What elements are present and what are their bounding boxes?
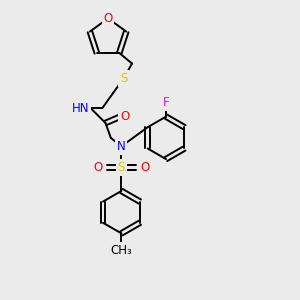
- Text: O: O: [120, 110, 129, 123]
- Text: N: N: [117, 140, 126, 153]
- Text: O: O: [103, 12, 113, 25]
- Text: O: O: [93, 161, 102, 174]
- Text: O: O: [140, 161, 150, 174]
- Text: CH₃: CH₃: [110, 244, 132, 257]
- Text: F: F: [163, 96, 169, 109]
- Text: S: S: [118, 161, 125, 174]
- Text: HN: HN: [72, 102, 90, 115]
- Text: S: S: [120, 72, 127, 85]
